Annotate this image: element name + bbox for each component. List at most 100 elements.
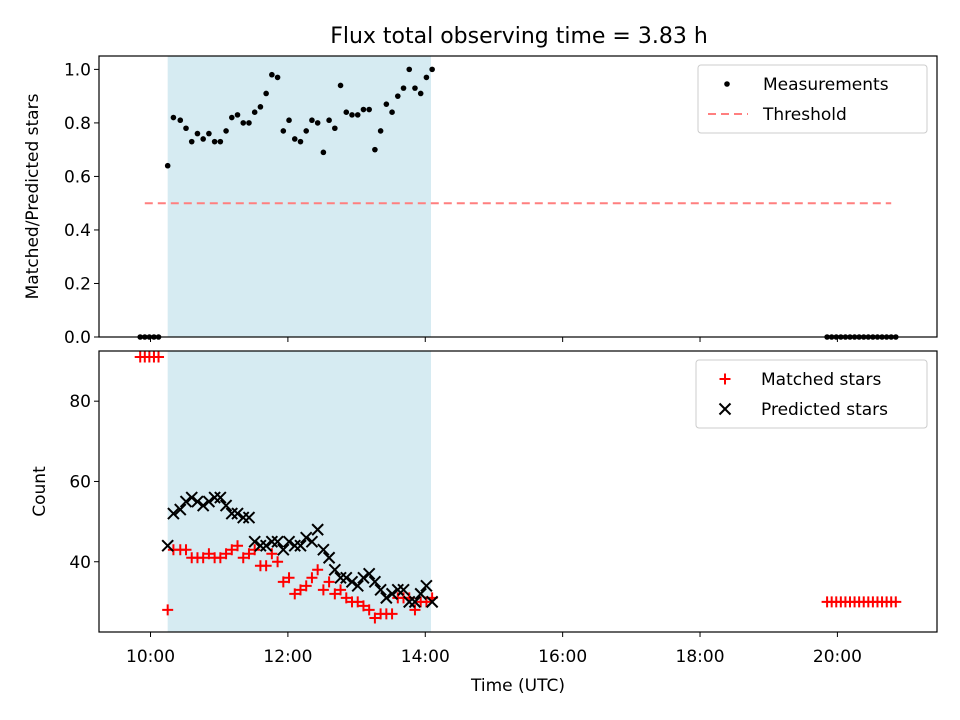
measurements-point (223, 128, 229, 134)
matched-stars-point (249, 544, 261, 556)
measurements-point (170, 114, 177, 121)
predicted-stars-point (265, 535, 279, 548)
predicted-stars-point (254, 539, 267, 552)
predicted-stars-point (174, 503, 187, 516)
measurements-point (206, 130, 212, 137)
measurements-point (246, 120, 252, 126)
matched-stars-point (237, 552, 249, 564)
legend: Measurements Threshold (697, 64, 928, 134)
matched-stars-point (272, 556, 284, 568)
predicted-stars-point (237, 511, 250, 524)
measurements-point (417, 90, 424, 97)
measurements-point (349, 112, 355, 118)
predicted-stars-point (242, 511, 256, 524)
matched-stars-point (180, 544, 192, 556)
chart-title: Flux total observing time = 3.83 h (330, 24, 708, 49)
predicted-stars-point (282, 535, 296, 548)
matched-stars-point (283, 572, 295, 584)
predicted-stars-point (185, 491, 198, 504)
predicted-stars-point (420, 579, 433, 593)
matched-stars-point (214, 552, 226, 564)
matched-stars-point (306, 572, 318, 584)
matched-stars-point (323, 576, 335, 588)
matched-stars-point (352, 596, 364, 608)
bottom-plot-panel: 40 60 80 Count 10:00 12:00 14:00 16:00 18:00 20:0… (30, 350, 938, 696)
predicted-stars-point (334, 571, 347, 585)
measurements-point (280, 128, 287, 134)
predicted-stars-point (317, 543, 330, 556)
measurements-point (383, 101, 390, 107)
measurements-point (177, 117, 184, 124)
plot-frame (98, 350, 938, 633)
legend-label: Threshold (762, 105, 847, 125)
predicted-stars-point (351, 579, 364, 593)
measurements-point (200, 136, 206, 142)
matched-stars-point (317, 584, 329, 596)
matched-stars-point (232, 540, 244, 552)
predicted-stars-point (294, 539, 307, 552)
y-axis-label: Count (30, 466, 50, 517)
plot-frame (98, 55, 938, 338)
predicted-stars-point (380, 591, 393, 605)
predicted-stars-point (425, 595, 439, 609)
matched-stars-point (386, 608, 398, 620)
predicted-stars-point (208, 491, 221, 504)
measurements-point (326, 117, 332, 124)
measurements-point (332, 125, 338, 132)
y-tick-label: 1.0 (64, 60, 91, 80)
predicted-stars-point (340, 571, 353, 585)
legend-box (695, 359, 928, 429)
x-tick-label: 10:00 (126, 647, 175, 667)
matched-stars-point (294, 584, 306, 596)
matched-stars-point (369, 612, 381, 624)
measurements-point (183, 125, 189, 132)
measurements-point (360, 106, 367, 113)
measurements-point (211, 138, 218, 145)
predicted-stars-point (374, 583, 387, 597)
predicted-stars-point (288, 539, 301, 552)
matched-stars-point (277, 576, 289, 588)
y-tick-label: 0.8 (64, 114, 91, 134)
measurements-point (343, 109, 350, 115)
x-tick-label: 18:00 (676, 647, 725, 667)
predicted-stars-point (311, 523, 324, 536)
legend-label: Matched stars (761, 370, 881, 390)
y-tick-label: 80 (69, 392, 91, 412)
measurements-point (429, 66, 435, 73)
legend-measurements-swatch (724, 81, 730, 87)
measurements-point (240, 120, 247, 126)
matched-stars-point (243, 548, 255, 560)
matched-stars-point (203, 548, 215, 560)
measurements-point (188, 138, 195, 145)
predicted-stars-point (167, 507, 180, 520)
predicted-stars-point (225, 507, 239, 520)
measurements-point (228, 114, 235, 121)
matched-stars-point (312, 564, 324, 576)
measurements-point (274, 74, 281, 81)
y-tick-label: 0.4 (64, 221, 91, 241)
measurements-point (251, 109, 258, 115)
predicted-stars-point (277, 543, 290, 556)
matched-stars-point (329, 588, 341, 600)
predicted-stars-point (403, 595, 416, 609)
legend-predicted-swatch (718, 402, 732, 416)
predicted-stars-point (357, 571, 370, 585)
measurements-point (394, 93, 401, 99)
measurements-point (372, 146, 378, 153)
measurements-point (303, 128, 310, 134)
x-axis-label: Time (UTC) (470, 676, 565, 696)
y-tick-label: 0.0 (64, 328, 91, 348)
predicted-stars-point (179, 495, 193, 508)
y-axis-label: Matched/Predicted stars (23, 93, 43, 299)
observing-time-span (167, 351, 431, 632)
measurements-point (320, 149, 327, 156)
matched-stars-point (153, 351, 165, 363)
matched-stars-point (197, 552, 209, 564)
predicted-stars-point (248, 535, 261, 548)
predicted-stars-point (196, 499, 210, 512)
legend-label: Measurements (763, 75, 889, 95)
measurements-point (366, 106, 372, 113)
legend-box (697, 64, 928, 134)
matched-stars-point (363, 604, 375, 616)
matched-stars-point (890, 596, 902, 608)
